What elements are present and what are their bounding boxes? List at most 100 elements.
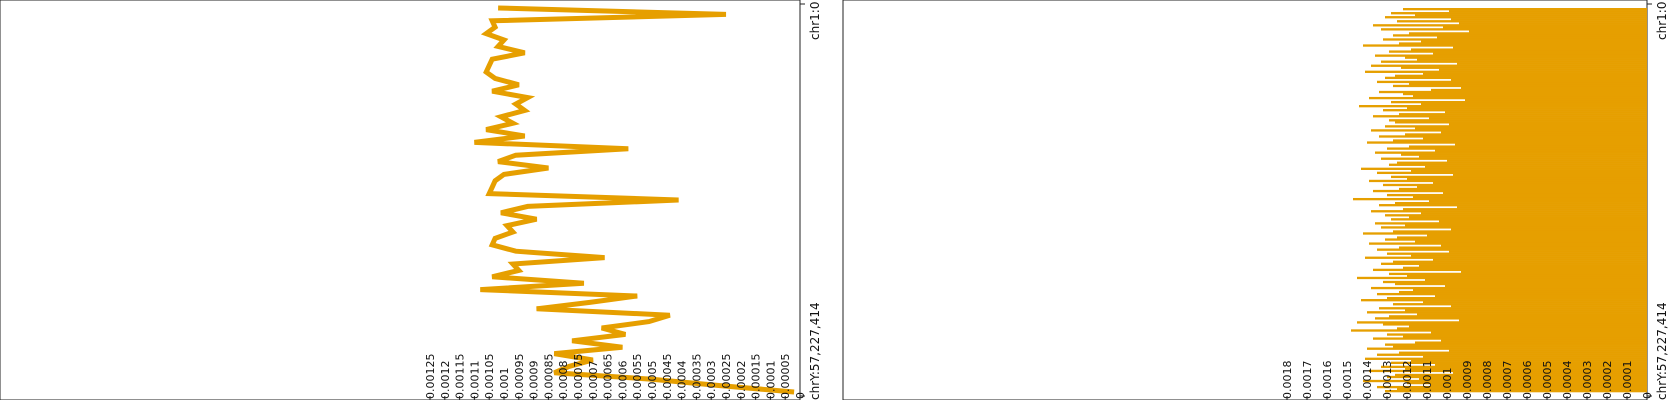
coverage-bar: [1375, 151, 1647, 154]
y-tick-label: 0.00025: [720, 354, 733, 400]
y-tick-label: 0.0018: [1281, 361, 1294, 400]
coverage-bar: [1409, 325, 1647, 328]
coverage-bar: [1397, 20, 1647, 23]
coverage-bar: [1431, 331, 1647, 334]
genome-start-label: chr1:0: [1655, 2, 1669, 40]
coverage-bar: [1439, 220, 1647, 223]
y-tick-label: 0.0005: [1541, 361, 1554, 400]
coverage-bar: [1419, 155, 1647, 158]
coverage-bar: [1457, 206, 1647, 209]
coverage-bar: [1405, 56, 1647, 59]
coverage-bar: [1395, 74, 1647, 78]
coverage-bar: [1441, 244, 1647, 247]
coverage-bar: [1353, 197, 1647, 201]
coverage-bar: [1385, 343, 1647, 346]
coverage-bar: [1385, 238, 1647, 241]
coverage-bar: [1391, 175, 1647, 179]
coverage-bar: [1425, 165, 1647, 168]
y-tick-label: 0.0007: [1501, 361, 1514, 400]
coverage-bar: [1407, 177, 1647, 181]
y-tick-label: 0.00125: [424, 354, 437, 400]
coverage-bar: [1449, 123, 1647, 126]
coverage-bar: [1451, 18, 1647, 21]
coverage-bar: [1399, 187, 1647, 191]
coverage-bar: [1451, 305, 1647, 308]
coverage-bar: [1403, 266, 1647, 270]
coverage-bar: [1371, 286, 1647, 290]
coverage-bar: [1431, 88, 1647, 92]
y-tick-label: 0.0005: [646, 361, 659, 400]
y-tick-label: 0.0015: [1341, 361, 1354, 400]
coverage-bar: [1375, 54, 1647, 57]
coverage-bar: [1393, 84, 1647, 88]
coverage-bar: [1445, 284, 1647, 288]
y-tick-label: 0: [794, 392, 807, 399]
y-tick-label: 0.0001: [764, 361, 777, 400]
coverage-bar: [1451, 78, 1647, 82]
coverage-bar: [1387, 193, 1647, 197]
coverage-bar: [1403, 92, 1647, 96]
y-tick-label: 0.0003: [1581, 361, 1594, 400]
coverage-bar: [1393, 34, 1647, 37]
y-tick-label: 0.00045: [661, 354, 674, 400]
y-tick-label: 0.00035: [690, 354, 703, 400]
coverage-bar: [1365, 70, 1647, 73]
coverage-bar: [1391, 361, 1647, 364]
y-tick-label: 0.00105: [483, 354, 496, 400]
coverage-bar: [1461, 86, 1647, 90]
y-tick-label: 0.00095: [513, 354, 526, 400]
coverage-bar: [1429, 117, 1647, 120]
coverage-bar: [1417, 58, 1647, 61]
coverage-bar: [1363, 379, 1647, 383]
coverage-bar: [1389, 119, 1647, 122]
coverage-bar: [1387, 297, 1647, 300]
y-tick-label: 0.0012: [439, 361, 452, 400]
coverage-bar: [1397, 327, 1647, 330]
coverage-bar: [1423, 355, 1647, 358]
coverage-bar: [1381, 157, 1647, 160]
coverage-bar: [1399, 246, 1647, 249]
coverage-bar: [1375, 222, 1647, 225]
coverage-bar: [1399, 351, 1647, 354]
coverage-bar: [1411, 48, 1647, 51]
y-tick-label: 0.0012: [1401, 361, 1414, 400]
y-tick-label: 0.0009: [1461, 361, 1474, 400]
coverage-bar: [1393, 260, 1647, 263]
coverage-bar: [1359, 105, 1647, 108]
coverage-bar: [1409, 145, 1647, 148]
coverage-bar: [1375, 317, 1647, 320]
coverage-bar: [1399, 113, 1647, 116]
coverage-bar: [1373, 268, 1647, 272]
coverage-bar: [1441, 131, 1647, 134]
coverage-bar: [1351, 329, 1647, 332]
coverage-bar: [1455, 143, 1647, 146]
coverage-bar: [1423, 301, 1647, 304]
coverage-bar: [1459, 319, 1647, 322]
y-tick-label: 0.0009: [528, 361, 541, 400]
coverage-bar: [1407, 107, 1647, 110]
coverage-line: [474, 5, 795, 395]
y-tick-label: 0.0002: [735, 361, 748, 400]
y-tick-label: 0.0004: [676, 361, 689, 400]
coverage-bar: [1371, 210, 1647, 213]
coverage-bar: [1369, 369, 1647, 373]
coverage-bar: [1389, 315, 1647, 318]
y-tick-label: 0.0008: [557, 361, 570, 400]
coverage-bar: [1393, 139, 1647, 142]
coverage-bar: [1389, 272, 1647, 276]
y-tick-label: 0.0002: [1601, 361, 1614, 400]
coverage-bar: [1435, 294, 1647, 298]
coverage-bar: [1383, 109, 1647, 112]
coverage-bar: [1385, 76, 1647, 80]
coverage-bar: [1395, 282, 1647, 286]
coverage-bar: [1427, 234, 1647, 237]
coverage-bar: [1357, 276, 1647, 280]
coverage-bar: [1377, 171, 1647, 175]
coverage-bar: [1429, 200, 1647, 203]
coverage-bar: [1367, 347, 1647, 350]
y-tick-label: 0.0003: [705, 361, 718, 400]
coverage-bar: [1383, 183, 1647, 187]
coverage-bar: [1365, 357, 1647, 360]
